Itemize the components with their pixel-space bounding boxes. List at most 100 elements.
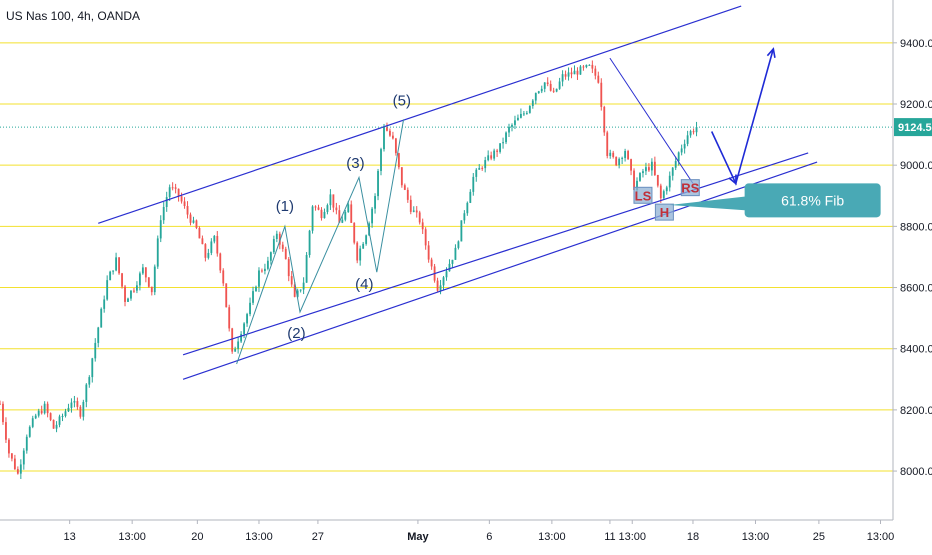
candle-body bbox=[31, 418, 34, 427]
candle-body bbox=[603, 106, 606, 133]
candle-body bbox=[383, 127, 385, 150]
candle-body bbox=[389, 130, 391, 136]
last-price-tag bbox=[894, 118, 932, 137]
candle-body bbox=[615, 156, 618, 166]
time-tick-label: 20 bbox=[191, 531, 203, 543]
candle-body bbox=[34, 415, 37, 419]
candle-body bbox=[287, 259, 290, 277]
candle-body bbox=[109, 271, 112, 281]
fib-callout-label: 61.8% Fib bbox=[781, 192, 844, 208]
pattern-label-box bbox=[680, 179, 700, 197]
candle-body bbox=[463, 213, 466, 221]
candle-body bbox=[147, 277, 150, 287]
time-tick-label: 25 bbox=[813, 531, 825, 543]
time-tick-label: 13:00 bbox=[867, 531, 895, 543]
candle-body bbox=[537, 91, 540, 94]
elliott-wave-path bbox=[236, 119, 405, 365]
fib-callout-box bbox=[744, 183, 881, 218]
candle-body bbox=[514, 120, 516, 125]
candle-body bbox=[457, 241, 460, 248]
candle-body bbox=[591, 64, 594, 69]
candle-body bbox=[573, 70, 576, 75]
candle-body bbox=[677, 152, 680, 162]
candle-body bbox=[284, 248, 287, 260]
projection-path bbox=[710, 48, 775, 186]
candle-body bbox=[659, 185, 662, 199]
candle-body bbox=[639, 173, 641, 181]
candle-body bbox=[511, 124, 513, 127]
candle-body bbox=[189, 214, 192, 223]
candle-body bbox=[451, 259, 454, 264]
chart-drawings: (1) (2) (3) (4) (5) LS H RS 61.8% Fib bbox=[0, 5, 893, 380]
candle-body bbox=[552, 90, 555, 92]
candle-body bbox=[94, 342, 97, 359]
candle-body bbox=[484, 160, 487, 169]
candle-body bbox=[692, 131, 695, 133]
candle-body bbox=[540, 88, 543, 92]
pattern-label-box bbox=[654, 203, 674, 221]
candle-body bbox=[415, 210, 418, 213]
candle-body bbox=[609, 152, 612, 156]
candle-body bbox=[67, 407, 70, 412]
candle-body bbox=[359, 248, 362, 261]
candle-body bbox=[106, 280, 109, 300]
candle-body bbox=[130, 290, 132, 299]
candle-body bbox=[665, 187, 668, 192]
time-tick-label: 13:00 bbox=[245, 531, 273, 543]
candle-body bbox=[76, 401, 79, 407]
candle-body bbox=[153, 266, 156, 293]
candle-body bbox=[606, 132, 609, 156]
candle-body bbox=[55, 424, 58, 429]
candle-body bbox=[502, 142, 504, 144]
candle-body bbox=[127, 298, 129, 302]
candle-body bbox=[293, 284, 296, 297]
candle-body bbox=[478, 167, 481, 170]
candle-body bbox=[299, 289, 302, 291]
candle-body bbox=[377, 170, 379, 197]
fib-callout-pointer bbox=[669, 196, 747, 211]
candle-body bbox=[332, 194, 335, 208]
candle-body bbox=[246, 314, 248, 324]
candle-body bbox=[662, 191, 665, 199]
candle-body bbox=[19, 464, 22, 474]
candle-body bbox=[671, 167, 674, 176]
projection-arrowhead-down bbox=[728, 174, 737, 186]
candle-body bbox=[192, 220, 195, 223]
candle-body bbox=[528, 106, 531, 113]
candle-body bbox=[133, 290, 135, 292]
candle-body bbox=[91, 358, 94, 378]
candle-body bbox=[543, 82, 546, 89]
candle-body bbox=[460, 220, 463, 242]
channel-line-lower-2 bbox=[182, 161, 818, 380]
candle-body bbox=[311, 206, 314, 231]
price-tick-label: 8200.0 bbox=[900, 405, 932, 417]
candle-body bbox=[231, 328, 234, 352]
candle-body bbox=[240, 334, 243, 342]
last-price-label: 9124.5 bbox=[898, 122, 932, 134]
candle-body bbox=[228, 307, 231, 329]
candle-body bbox=[204, 244, 207, 258]
candle-body bbox=[668, 175, 671, 188]
candle-body bbox=[505, 132, 507, 143]
candle-body bbox=[427, 245, 430, 260]
candle-body bbox=[58, 416, 61, 425]
candle-body bbox=[683, 143, 686, 149]
candle-body bbox=[380, 149, 382, 171]
time-axis-background bbox=[0, 520, 932, 550]
candle-body bbox=[353, 222, 356, 243]
candle-body bbox=[171, 187, 174, 189]
candle-body bbox=[686, 135, 689, 144]
candle-body bbox=[177, 188, 180, 197]
candle-body bbox=[85, 384, 88, 402]
candle-body bbox=[487, 155, 490, 161]
candle-body bbox=[150, 286, 153, 293]
candle-body bbox=[10, 453, 13, 459]
candle-body bbox=[52, 419, 55, 429]
candle-body bbox=[329, 194, 332, 206]
time-tick-label: 11 bbox=[604, 531, 615, 543]
wave-label: (4) bbox=[355, 276, 373, 293]
candle-body bbox=[2, 403, 4, 423]
time-tick-label: 13:00 bbox=[118, 531, 146, 543]
